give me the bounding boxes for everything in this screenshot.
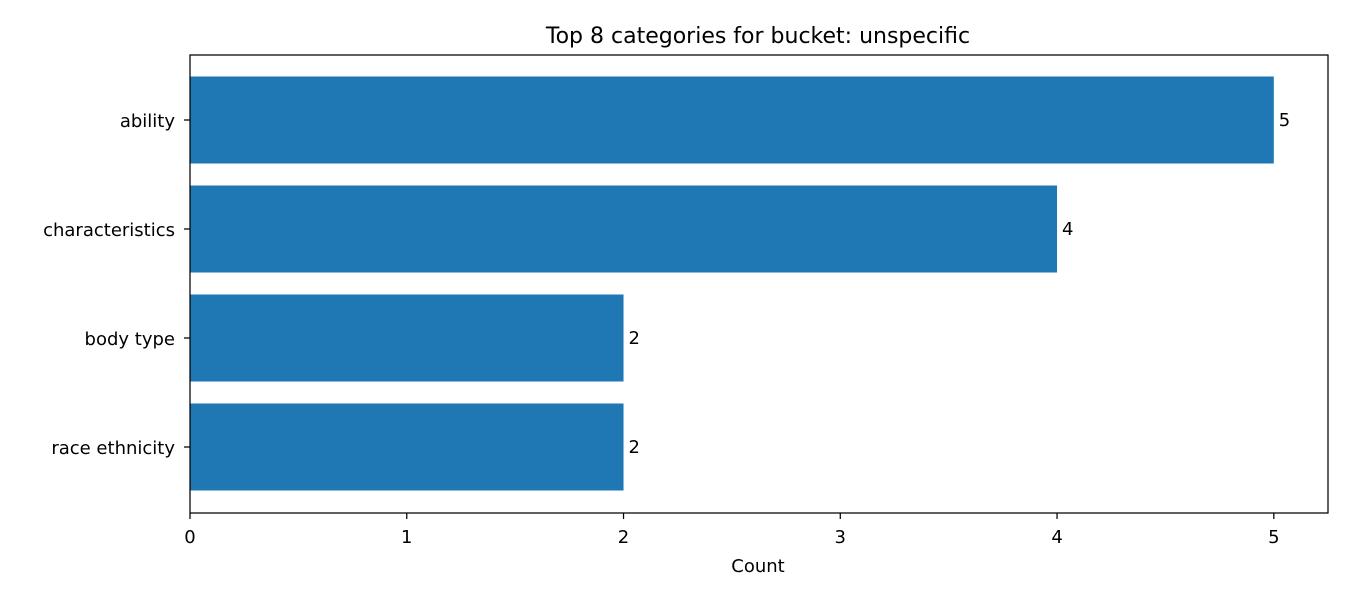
y-tick-label: body type <box>85 329 175 350</box>
bar-characteristics <box>190 185 1058 273</box>
y-tick-label: ability <box>120 111 176 132</box>
chart-title: Top 8 categories for bucket: unspecific <box>545 24 970 49</box>
bar-value-label: 4 <box>1062 219 1073 240</box>
x-tick-label: 4 <box>1051 527 1062 548</box>
x-tick-label: 5 <box>1268 527 1279 548</box>
x-tick-label: 3 <box>835 527 846 548</box>
y-tick-label: race ethnicity <box>51 438 175 459</box>
axes-layer: ability characteristics body type race ethn… <box>43 111 1279 548</box>
x-tick-label: 1 <box>401 527 412 548</box>
bar-race-ethnicity <box>190 403 624 491</box>
plot-frame <box>189 54 1329 514</box>
y-tick-label: characteristics <box>43 220 175 241</box>
bar-value-label: 5 <box>1279 110 1290 131</box>
x-axis-label: Count <box>731 556 784 577</box>
bars-layer: 5 4 2 2 <box>190 76 1290 491</box>
x-tick-label: 2 <box>618 527 629 548</box>
x-tick-label: 0 <box>184 527 195 548</box>
bar-value-label: 2 <box>629 328 640 349</box>
bar-ability <box>190 76 1274 164</box>
bar-value-label: 2 <box>629 437 640 458</box>
bar-body-type <box>190 294 624 382</box>
